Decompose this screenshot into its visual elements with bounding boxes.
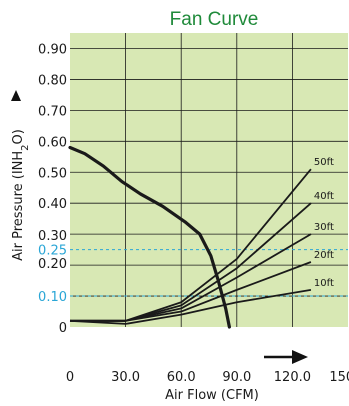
y-tick-label: 0.80 xyxy=(38,73,67,88)
y-tick-label: 0 xyxy=(59,321,67,336)
y-axis-label: Air Pressure (INH2O) xyxy=(11,129,31,261)
y-axis-label-subscript: 2 xyxy=(20,144,31,150)
y-tick-label: 0.30 xyxy=(38,229,67,244)
x-axis-arrow-icon xyxy=(264,350,308,364)
x-tick-label: 60.0 xyxy=(167,370,196,385)
x-tick-label: 0 xyxy=(66,370,74,385)
y-tick-label: 0.20 xyxy=(38,257,67,272)
y-tick-label: 0.10 xyxy=(38,290,67,305)
series-label-20ft: 20ft xyxy=(314,250,334,261)
x-tick-label: 120.0 xyxy=(274,370,311,385)
y-tick-label: 0.50 xyxy=(38,166,67,181)
y-tick-labels: 0 0.10 0.200.250.30 0.40 0.50 0.60 0.70 0.80 0.9… xyxy=(38,42,67,336)
y-axis-label-end: O) xyxy=(11,129,26,144)
series-line-20ft xyxy=(70,261,312,322)
x-tick-label: 30.0 xyxy=(111,370,140,385)
x-tick-label: 150.0 xyxy=(329,370,349,385)
y-tick-label: 0.25 xyxy=(38,244,67,259)
y-tick-label: 0.60 xyxy=(38,135,67,150)
series-labels: 50ft 40ft 30ft 20ft 10ft xyxy=(314,157,334,289)
series-label-10ft: 10ft xyxy=(314,278,334,289)
series-label-40ft: 40ft xyxy=(314,191,334,202)
x-tick-label: 90.0 xyxy=(222,370,251,385)
fan-curve-line xyxy=(68,145,231,329)
x-axis-label: Air Flow (CFM) xyxy=(165,388,259,403)
y-axis-arrow-icon xyxy=(11,90,21,101)
plot-area xyxy=(70,33,348,327)
series-line-10ft xyxy=(69,288,312,325)
chart-title: Fan Curve xyxy=(170,9,259,30)
series-label-50ft: 50ft xyxy=(314,157,334,168)
y-tick-label: 0.70 xyxy=(38,104,67,119)
system-curves xyxy=(69,168,312,325)
x-tick-labels: 0 30.0 60.0 90.0 120.0 150.0 xyxy=(66,370,349,385)
y-axis-label-main: Air Pressure (INH xyxy=(11,151,26,261)
fan-curve-layer xyxy=(68,145,231,329)
y-tick-label: 0.40 xyxy=(38,197,67,212)
series-label-30ft: 30ft xyxy=(314,222,334,233)
y-tick-label: 0.90 xyxy=(38,42,67,57)
